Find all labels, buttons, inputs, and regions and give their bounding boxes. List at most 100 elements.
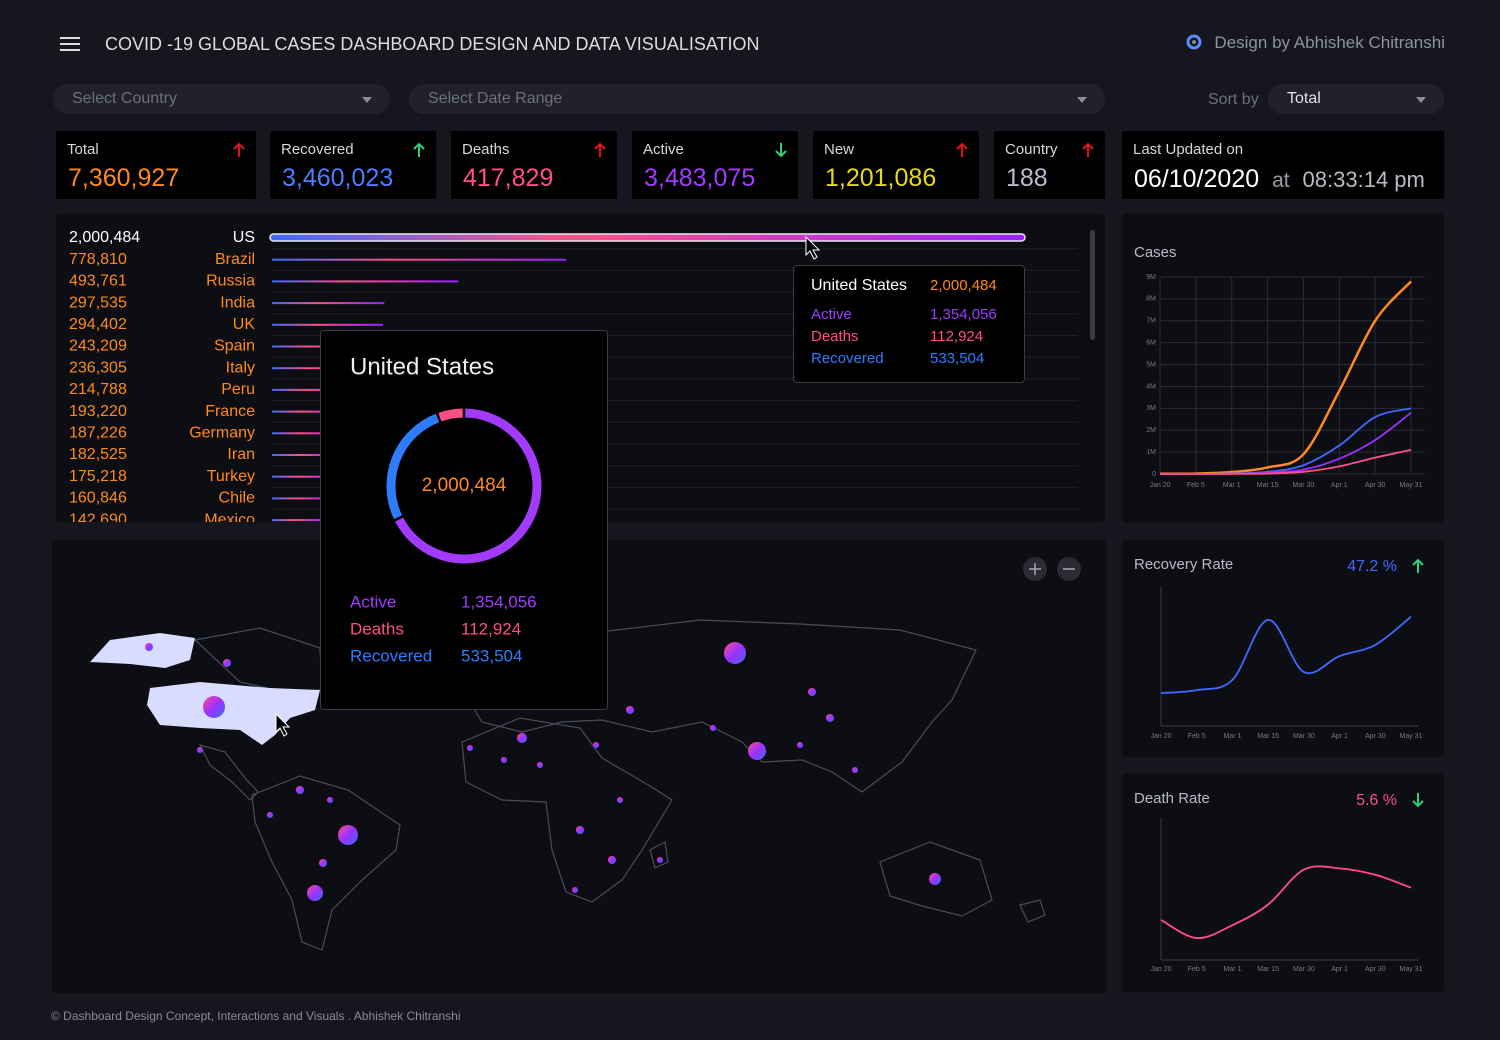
country-value: 182,525	[69, 446, 127, 463]
map-pie	[197, 747, 203, 753]
trend-arrow	[956, 142, 968, 157]
tooltip-content: United States 2,000,484 Active 1,354,056 D…	[811, 277, 997, 367]
map-pie	[537, 762, 543, 768]
stat-label: Country	[1005, 141, 1058, 158]
map-pies	[145, 642, 941, 901]
trend-arrow	[594, 142, 606, 157]
cursor	[275, 712, 291, 737]
segment-label: Active	[350, 592, 396, 611]
sort-value: Total	[1287, 90, 1321, 107]
x-tick-label: Apr 1	[1331, 482, 1348, 489]
bar	[272, 497, 333, 500]
x-tick-label: Apr 30	[1365, 733, 1386, 740]
bar	[272, 388, 354, 391]
stat-card: Deaths 417,829	[451, 131, 617, 199]
country-value: 214,788	[69, 381, 127, 398]
trend-arrow	[413, 142, 425, 157]
country-name: Mexico	[204, 511, 255, 522]
x-tick-label: May 31	[1400, 966, 1423, 973]
cursor	[805, 236, 821, 260]
popup-title: United States	[350, 353, 494, 380]
recovery-chart: Recovery Rate 47.2 % Jan 20 Feb 5 Mar 1 Mar 1…	[1134, 556, 1424, 740]
zoom-out[interactable]	[1057, 557, 1081, 581]
bar	[272, 475, 339, 478]
stat-card: New 1,201,086	[813, 131, 979, 199]
bar	[272, 280, 459, 283]
hover-tooltip: United States 2,000,484 Active 1,354,056 D…	[793, 265, 1025, 383]
sort-label: Sort by	[1208, 91, 1259, 108]
series-line	[1159, 449, 1412, 475]
chart-title: Recovery Rate	[1134, 556, 1233, 573]
map-pie	[319, 859, 327, 867]
x-tick-label: Mar 30	[1293, 966, 1315, 973]
australia	[879, 841, 993, 917]
chart-title: Cases	[1134, 244, 1177, 261]
south-america	[251, 775, 401, 951]
arrow-shape	[1412, 793, 1424, 808]
series-line	[1159, 280, 1412, 476]
map-pie	[852, 767, 858, 773]
chart-title: Death Rate	[1134, 790, 1210, 807]
map-pie	[593, 742, 599, 748]
x-tick-label: May 31	[1400, 733, 1423, 740]
tooltip-total: 2,000,484	[930, 277, 997, 294]
date-select[interactable]: Select Date Range	[409, 84, 1105, 114]
map-pie	[808, 688, 816, 696]
trend-arrow	[233, 142, 245, 157]
scrollbar[interactable]	[1090, 230, 1095, 340]
world-map	[90, 557, 1081, 951]
country-value: 294,402	[69, 316, 127, 333]
country-name: Germany	[189, 425, 255, 442]
zoom-in[interactable]	[1023, 557, 1047, 581]
map-pie	[657, 857, 663, 863]
tooltip-title: United States	[811, 277, 907, 294]
country-select[interactable]: Select Country	[53, 84, 390, 114]
x-tick-label: Mar 1	[1223, 482, 1241, 489]
stat-value: 3,483,075	[644, 164, 756, 192]
arrow-shape	[233, 142, 245, 157]
country-name: Brazil	[215, 251, 255, 268]
map-pie	[327, 797, 333, 803]
segment-label: Recovered	[350, 646, 432, 665]
arrow-shape	[1412, 558, 1424, 573]
date: 06/10/2020	[1134, 165, 1260, 193]
at: at	[1272, 169, 1290, 192]
country-value: 236,305	[69, 359, 127, 376]
country-name: France	[205, 403, 255, 420]
map-pie	[617, 797, 623, 803]
trend-arrow	[775, 143, 787, 158]
arrow-shape	[1082, 142, 1094, 157]
bar	[272, 454, 341, 456]
map-pie	[748, 742, 766, 760]
new-zealand	[1019, 899, 1046, 923]
bar	[272, 367, 362, 370]
x-tick-label: Mar 30	[1293, 482, 1315, 489]
bar	[272, 258, 566, 261]
arrow-shape	[956, 142, 968, 157]
stat-label: Active	[643, 141, 684, 158]
map-pie	[576, 826, 584, 834]
cases-chart: Cases 0 1M 2M 3M 4M 5M 6M 7M 8M 9M Jan 20 Feb 5 Mar 1…	[1134, 244, 1425, 489]
x-tick-label: Apr 1	[1331, 733, 1348, 740]
alaska-canada-west	[90, 633, 195, 668]
stat-value: 188	[1006, 164, 1048, 192]
stat-value: 417,829	[463, 164, 554, 192]
x-tick-label: May 31	[1400, 482, 1423, 489]
map-pie	[203, 696, 225, 718]
x-tick-label: Jan 20	[1150, 966, 1171, 973]
africa	[461, 717, 673, 903]
country-name: Russia	[206, 273, 255, 290]
segment-value: 533,504	[461, 646, 522, 665]
credit-icon	[1186, 34, 1202, 50]
tooltip-value: 112,924	[930, 328, 983, 345]
sort-select[interactable]: Total	[1268, 84, 1444, 114]
country-name: Chile	[219, 490, 256, 507]
country-name: UK	[233, 316, 256, 333]
menu-icon[interactable]	[60, 37, 80, 51]
caret	[1077, 97, 1087, 103]
y-tick-label: 6M	[1146, 340, 1156, 347]
country-value: 160,846	[69, 490, 127, 507]
country-value: 187,226	[69, 425, 127, 442]
trend-arrow	[1412, 793, 1424, 808]
